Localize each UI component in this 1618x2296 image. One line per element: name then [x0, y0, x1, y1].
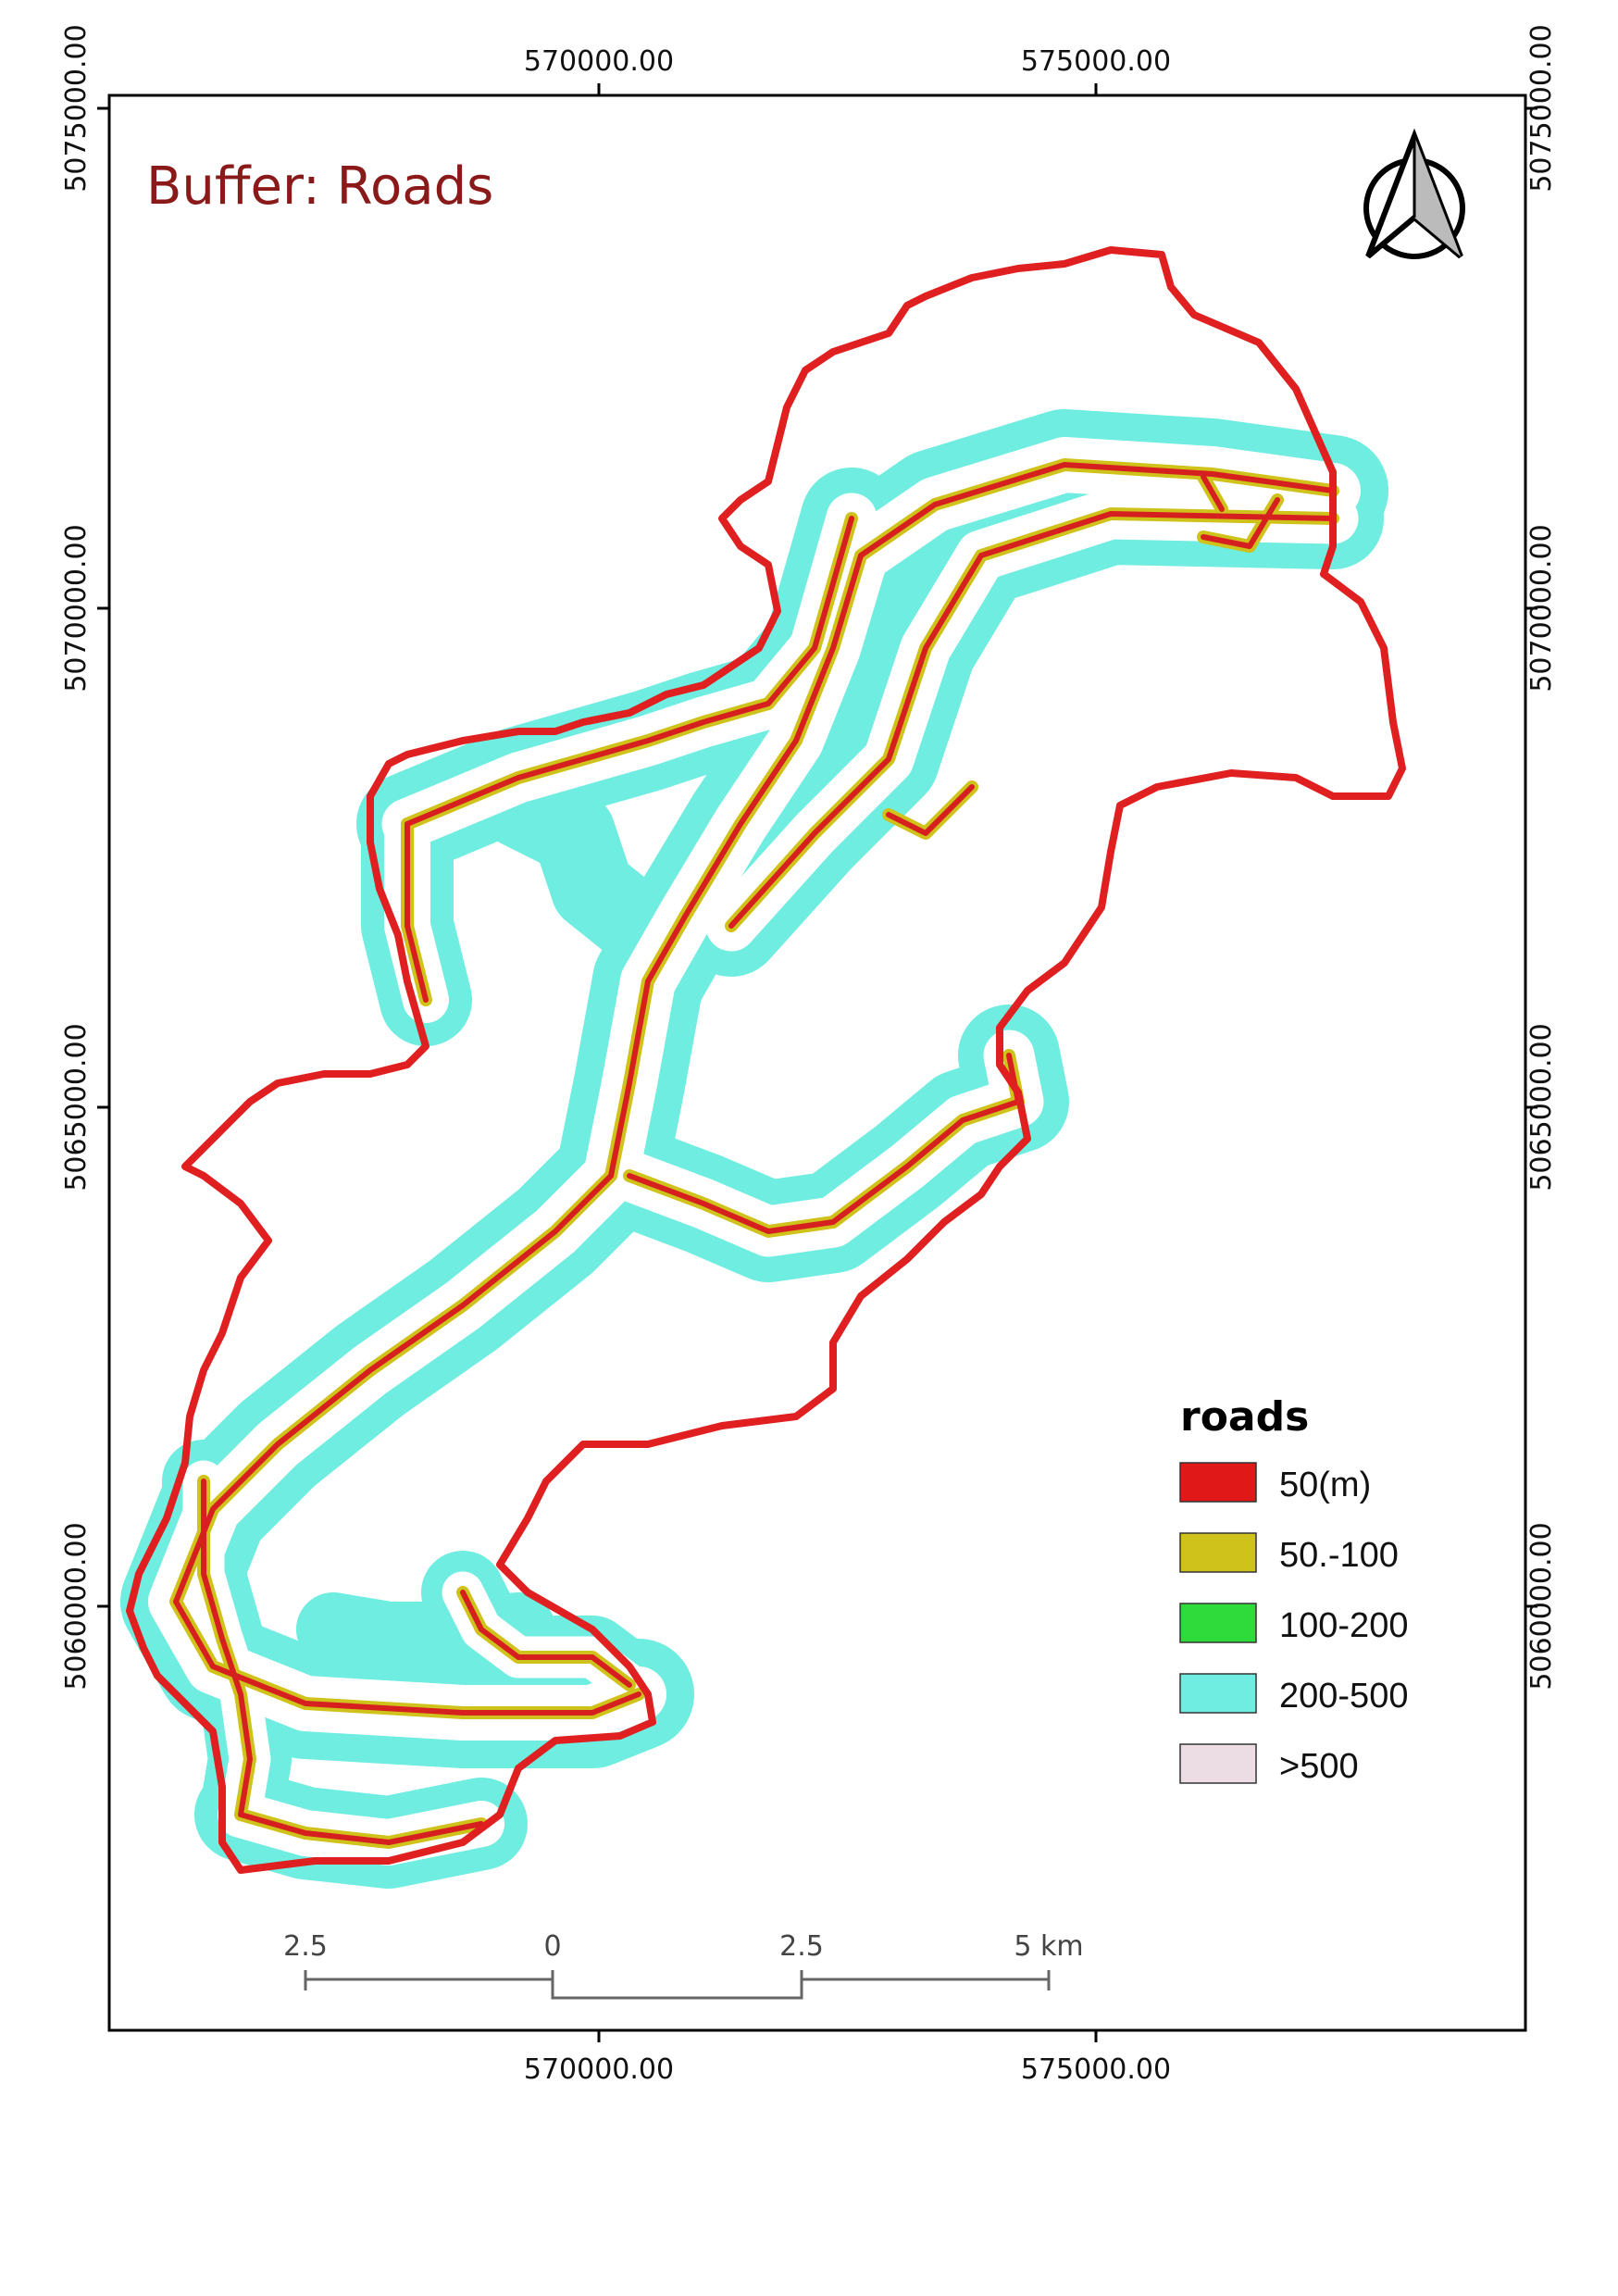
x-label-bottom-570000: 570000.00	[524, 2053, 674, 2086]
y-label-right-5075000: 5075000.00	[1525, 24, 1558, 192]
legend-swatch	[1179, 1743, 1257, 1784]
scale-label-end: 5 km	[1014, 1930, 1083, 1963]
legend-label: >500	[1279, 1747, 1359, 1786]
legend-swatch	[1179, 1603, 1257, 1643]
scale-label-left: 2.5	[283, 1930, 328, 1963]
legend-item: 100-200	[1179, 1603, 1408, 1645]
watershed-boundary	[126, 246, 1406, 1874]
legend-label: 50(m)	[1279, 1466, 1371, 1504]
y-label-right-5060000: 5060000.00	[1525, 1522, 1558, 1690]
legend-title: roads	[1180, 1393, 1309, 1441]
legend-item: 200-500	[1179, 1673, 1408, 1716]
legend-item: 50.-100	[1179, 1532, 1399, 1575]
legend-label: 100-200	[1279, 1606, 1408, 1645]
y-label-right-5065000: 5065000.00	[1525, 1023, 1558, 1191]
legend-swatch	[1179, 1673, 1257, 1714]
scale-label-zero: 0	[543, 1930, 561, 1963]
legend-swatch	[1179, 1462, 1257, 1503]
y-label-left-5060000: 5060000.00	[60, 1522, 93, 1690]
legend-swatch	[1179, 1532, 1257, 1573]
legend: roads 50(m) 50.-100 100-200 200-500 >500	[1179, 1393, 1408, 1786]
north-arrow-icon	[1363, 128, 1465, 259]
legend-label: 200-500	[1279, 1677, 1408, 1716]
grid-ticks	[97, 83, 1537, 2042]
study-area	[120, 246, 1406, 1889]
buffer-50m	[173, 462, 1336, 1845]
y-label-right-5070000: 5070000.00	[1525, 524, 1558, 692]
legend-item: 50(m)	[1179, 1462, 1371, 1504]
y-label-left-5070000: 5070000.00	[60, 524, 93, 692]
scale-label-right: 2.5	[779, 1930, 824, 1963]
x-label-top-575000: 575000.00	[1021, 45, 1171, 78]
scale-bar: 2.5 0 2.5 5 km	[283, 1930, 1084, 2000]
y-label-left-5075000: 5075000.00	[60, 24, 93, 192]
y-label-left-5065000: 5065000.00	[60, 1023, 93, 1191]
x-label-bottom-575000: 575000.00	[1021, 2053, 1171, 2086]
legend-label: 50.-100	[1279, 1536, 1399, 1575]
legend-item: >500	[1179, 1743, 1359, 1786]
x-label-top-570000: 570000.00	[524, 45, 674, 78]
map-title: Buffer: Roads	[146, 156, 493, 217]
